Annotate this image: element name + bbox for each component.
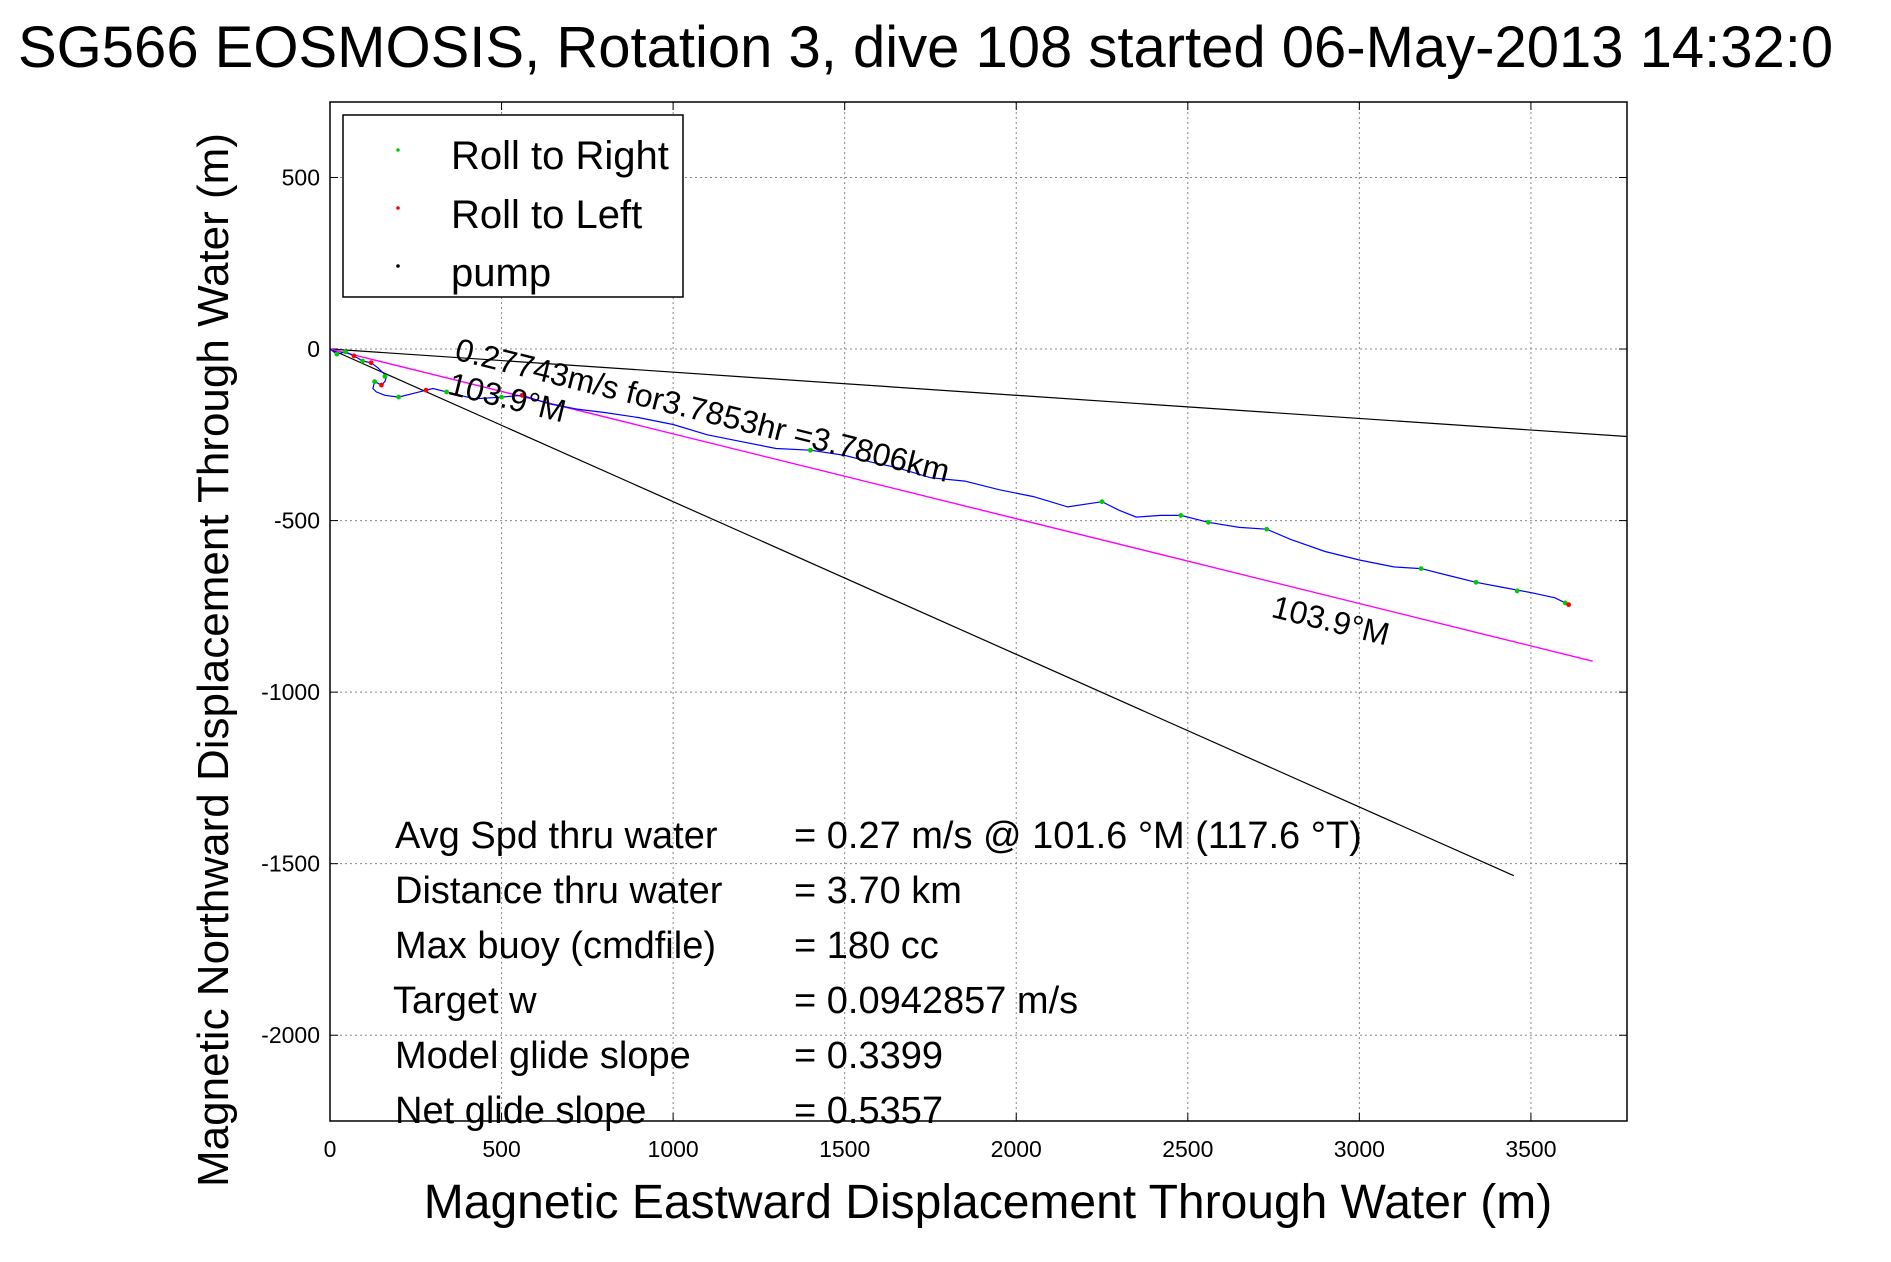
x-tick-label: 3000 [1334,1136,1385,1162]
roll-right-point [1178,513,1184,518]
roll-right-point [372,379,378,385]
x-tick-labels: 0 500 1000 1500 2000 2500 3000 3500 [324,1136,1557,1162]
roll-right-point [499,394,504,400]
roll-left-point [423,387,429,393]
y-tick-label: -1500 [261,851,320,877]
roll-right-point [444,389,450,395]
roll-right-point [334,351,340,357]
chart-title: SG566 EOSMOSIS, Rotation 3, dive 108 sta… [18,15,1833,80]
roll-right-point [1418,566,1424,572]
x-axis-label: Magnetic Eastward Displacement Through W… [424,1176,1552,1229]
roll-left-point [1566,602,1572,608]
roll-right-point [1514,588,1520,594]
legend-label-roll-right: Roll to Right [451,134,669,178]
roll-right-point [807,447,813,453]
series-layer [329,348,1628,877]
x-tick-label: 1000 [648,1136,699,1162]
stat-label-target-w: Target w [393,980,537,1022]
roll-right-point [1264,526,1270,532]
stat-label-distance: Distance thru water [395,870,723,912]
x-tick-label: 3500 [1505,1136,1556,1162]
y-tick-label: 0 [307,336,320,362]
y-tick-label: 500 [282,164,320,190]
legend-marker-roll-left [396,206,400,210]
stat-value-distance: = 3.70 km [794,870,962,912]
stat-value-max-buoy: = 180 cc [794,925,939,967]
legend-label-pump: pump [451,251,551,295]
roll-right-point [360,358,365,364]
roll-right-point [396,394,402,400]
legend-label-roll-left: Roll to Left [451,193,642,237]
x-tick-label: 1500 [819,1136,870,1162]
stat-value-model-glide: = 0.3399 [794,1035,943,1077]
legend-marker-pump [396,264,400,268]
y-tick-label: -1000 [261,679,320,705]
stat-label-avg-speed: Avg Spd thru water [395,815,718,857]
plot-border [329,101,1628,1122]
x-tick-label: 0 [324,1136,337,1162]
roll-right-point [343,349,348,355]
x-tick-label: 2000 [991,1136,1042,1162]
stat-label-model-glide: Model glide slope [395,1035,691,1077]
roll-right-point [382,374,388,379]
roll-left-point [379,382,384,388]
legend-marker-roll-right [396,148,400,152]
x-tick-label: 500 [482,1136,520,1162]
envelope-line-1 [329,348,1628,438]
stat-label-net-glide: Net glide slope [395,1090,646,1132]
stat-label-max-buoy: Max buoy (cmdfile) [395,925,716,967]
roll-left-point [368,360,374,366]
stats-block: Avg Spd thru water = 0.27 m/s @ 101.6 °M… [393,815,1362,1132]
roll-right-point [1473,579,1479,585]
stat-value-target-w: = 0.0942857 m/s [794,980,1078,1022]
roll-left-point [519,392,525,398]
stat-value-net-glide: = 0.5357 [794,1090,943,1132]
envelope-line-2 [329,348,1515,877]
stat-value-avg-speed: = 0.27 m/s @ 101.6 °M (117.6 °T) [794,815,1362,857]
y-tick-label: -2000 [261,1022,320,1048]
roll-left-point [351,353,357,359]
y-tick-labels: 500 0 -500 -1000 -1500 -2000 [261,164,320,1048]
x-tick-label: 2500 [1162,1136,1213,1162]
roll-right-point [1205,519,1211,525]
legend: Roll to Right Roll to Left pump [342,114,684,298]
roll-right-point [1099,499,1105,505]
y-axis-label: Magnetic Northward Displacement Through … [189,133,238,1187]
y-tick-label: -500 [274,508,320,534]
